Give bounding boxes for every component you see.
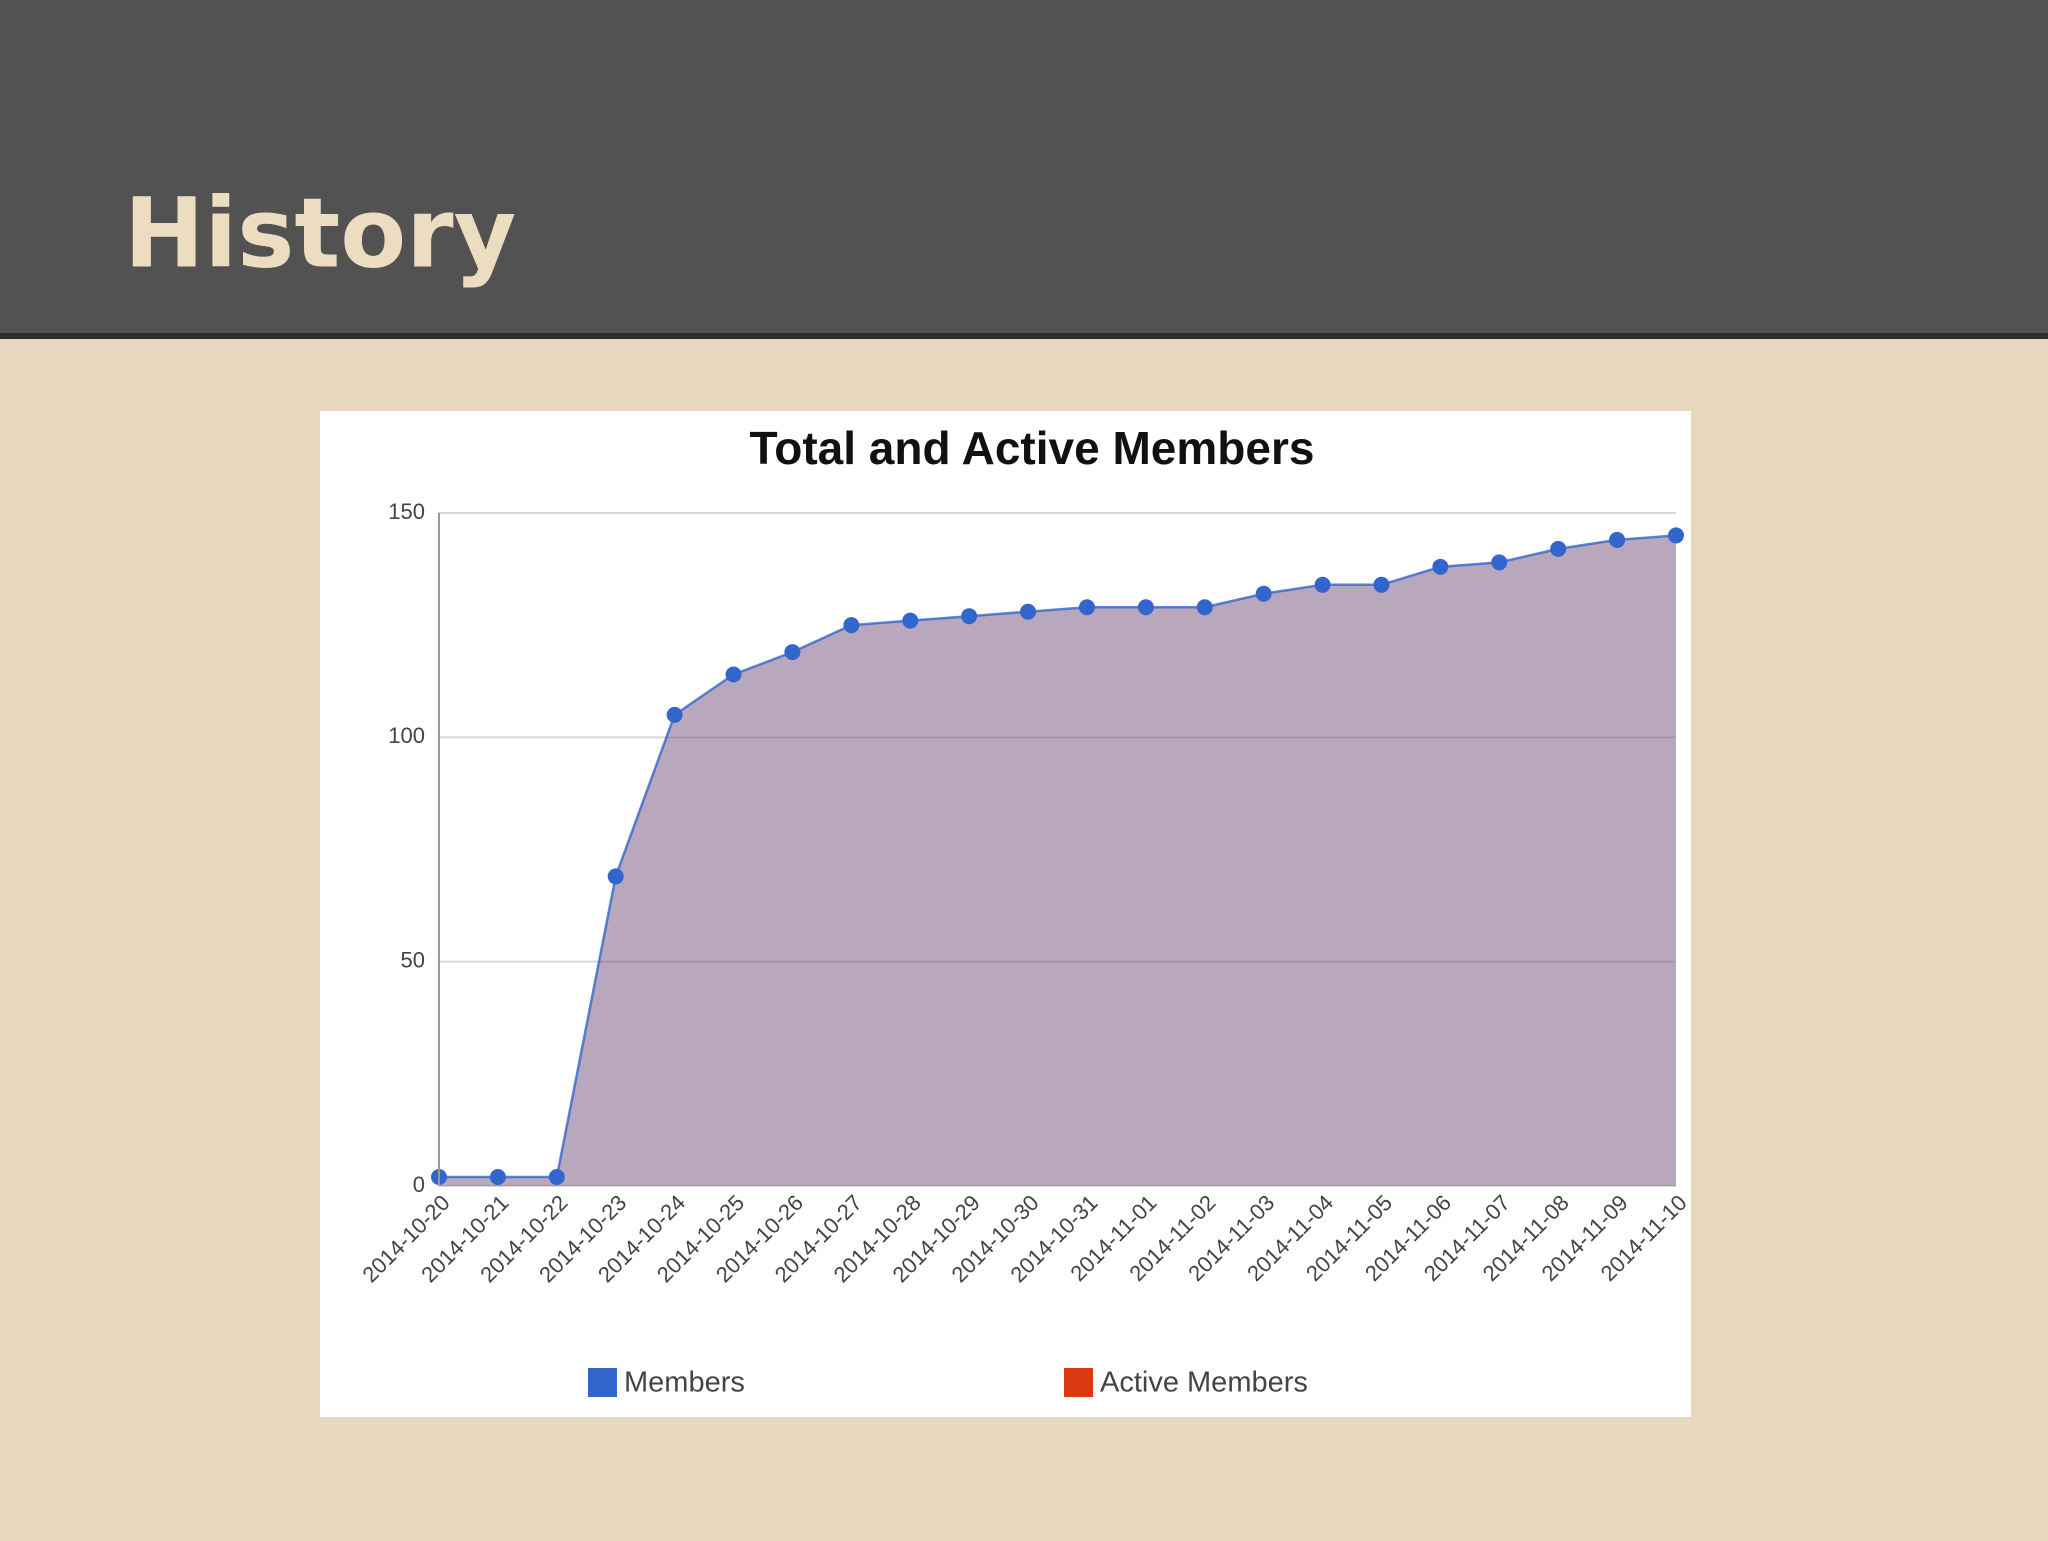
line	[439, 534, 1677, 1179]
legend-swatch	[1064, 1368, 1093, 1397]
point	[489, 1169, 506, 1186]
point	[784, 644, 801, 661]
point	[1314, 576, 1331, 593]
legend-label: Members	[624, 1367, 745, 1399]
point	[548, 1169, 565, 1186]
point	[1373, 576, 1390, 593]
point	[902, 612, 919, 629]
legend-label: Active Members	[1100, 1367, 1308, 1399]
chart-title: Total and Active Members	[750, 422, 1315, 474]
header-band	[0, 0, 2048, 333]
legend-swatch	[588, 1368, 617, 1397]
area	[439, 535, 1676, 1186]
point	[1078, 599, 1095, 616]
point	[1668, 527, 1684, 544]
slide-title: History	[124, 177, 516, 289]
point	[1137, 599, 1154, 616]
chart-panel	[320, 411, 1691, 1417]
point	[1255, 585, 1272, 602]
point	[1196, 599, 1213, 616]
point	[725, 666, 742, 683]
point	[1020, 603, 1037, 620]
point	[1432, 558, 1449, 575]
y-tick-label: 100	[388, 723, 425, 748]
point	[666, 706, 683, 723]
y-tick-label: 150	[388, 499, 425, 524]
point	[1491, 554, 1508, 571]
point	[607, 868, 624, 885]
point	[961, 608, 978, 625]
y-tick-label: 50	[401, 947, 425, 972]
header-rule	[0, 333, 2048, 339]
point	[1550, 540, 1567, 557]
y-tick-label: 0	[413, 1172, 425, 1197]
point	[1609, 531, 1626, 548]
area	[439, 535, 1676, 1186]
point	[843, 617, 860, 634]
